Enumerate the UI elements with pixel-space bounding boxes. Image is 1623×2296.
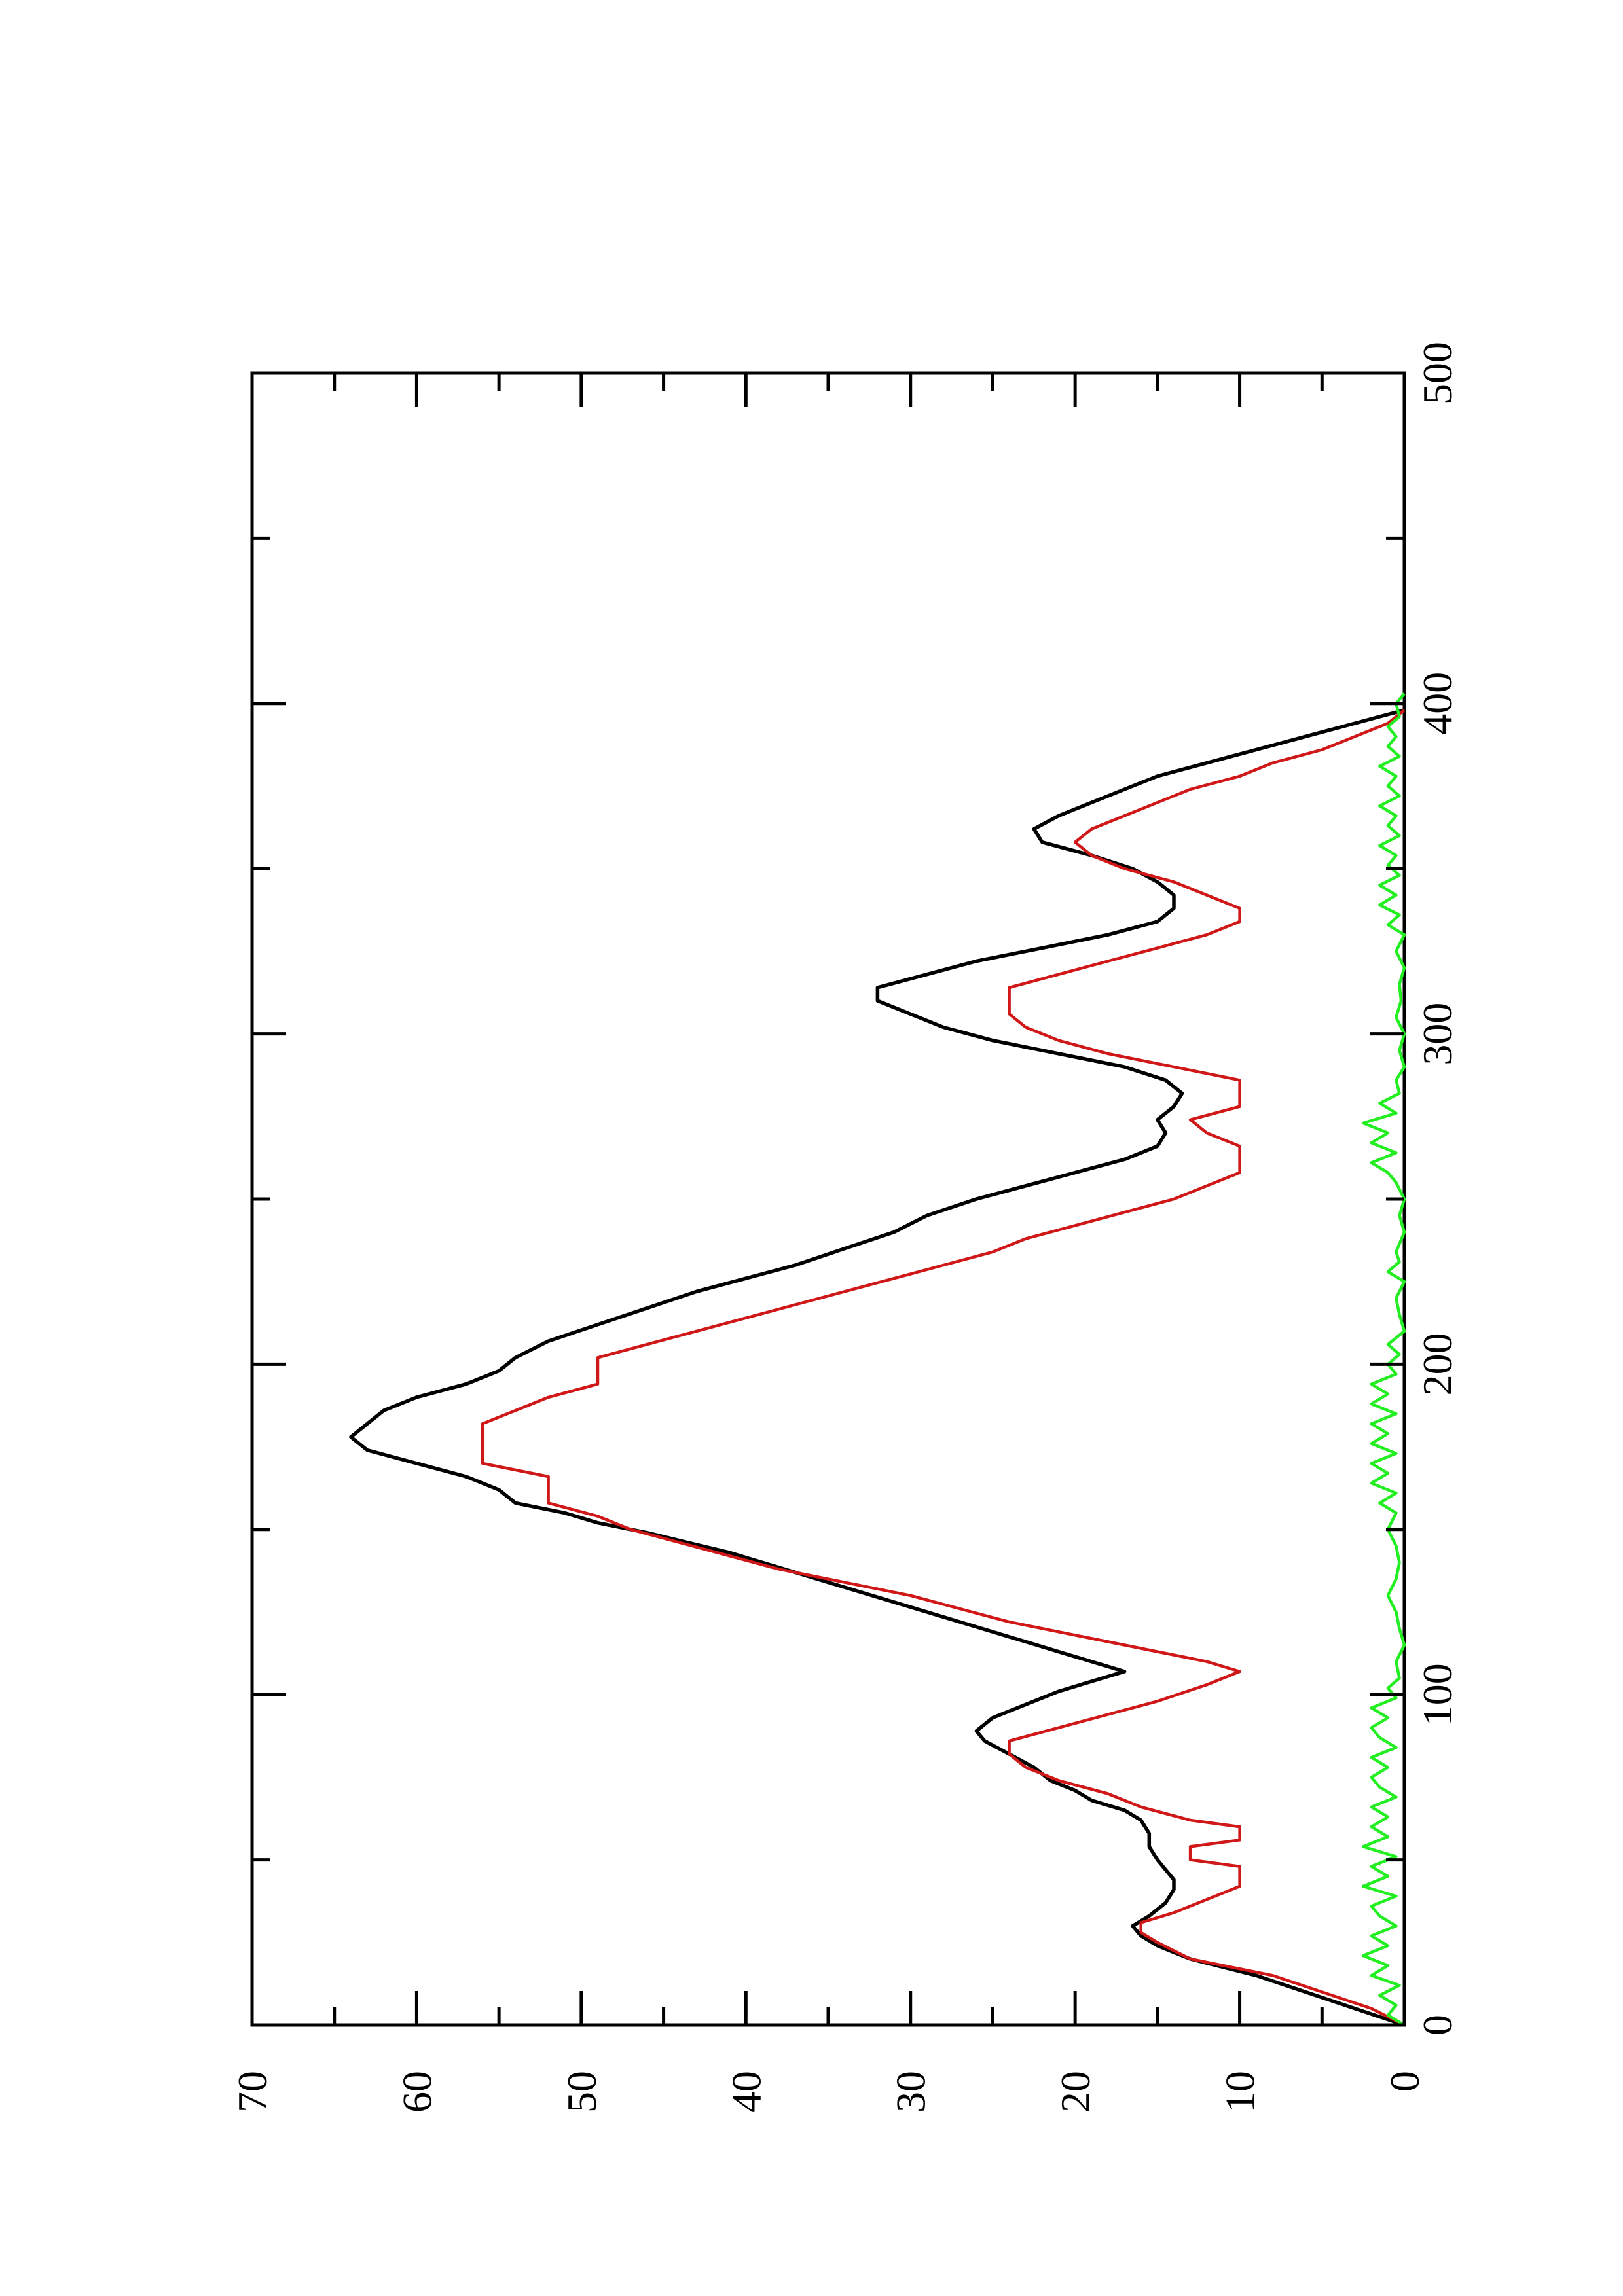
y-tick-label: 70 [229,2071,276,2113]
tick-layer: 0 100 200 300 400 500 0 10 20 30 40 50 60 70 [229,342,1461,2113]
x-tick-label: 300 [1414,1003,1461,1066]
y-tick-label: 30 [888,2071,934,2113]
x-tick-label: 100 [1414,1663,1461,1726]
y-tick-label: 10 [1217,2071,1264,2113]
series-layer [349,692,1406,2027]
y-tick-label: 20 [1052,2071,1099,2113]
x-tick-label: 500 [1414,342,1461,404]
plot-frame [250,371,1406,2027]
y-tick-label: 50 [558,2071,605,2113]
y-tick-label: 0 [1381,2071,1428,2092]
y-tick-label: 60 [393,2071,440,2113]
series-line-green [1361,692,1406,2026]
plot-border [250,371,1406,2027]
y-tick-label: 40 [723,2071,769,2113]
x-tick-label: 200 [1414,1333,1461,1395]
x-tick-label: 0 [1414,2015,1461,2036]
x-tick-label: 400 [1414,672,1461,735]
series-line-black [349,708,1405,2027]
series-line-red [481,709,1406,2027]
